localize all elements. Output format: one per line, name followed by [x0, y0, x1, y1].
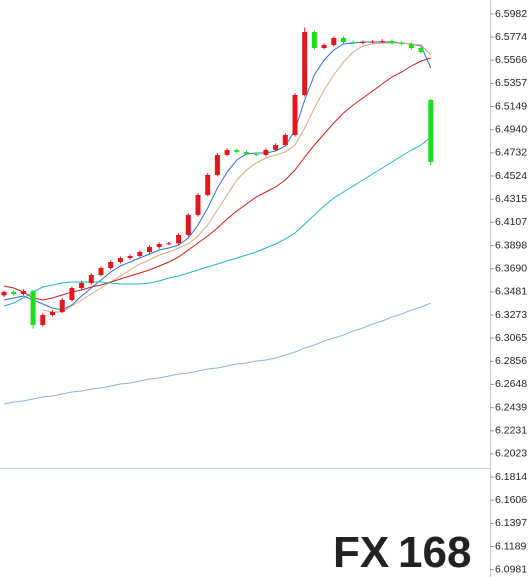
candle-body [253, 154, 259, 155]
y-tick-label: 6.1606 [495, 494, 527, 506]
candle-body [147, 247, 152, 252]
watermark-prefix: FX [333, 528, 389, 577]
y-tick-label: 6.5357 [495, 77, 527, 89]
y-tick-label: 6.3690 [495, 262, 527, 274]
candle-body [185, 215, 191, 235]
candle-body [263, 150, 269, 155]
candle-body [389, 41, 395, 43]
candle-body [311, 32, 317, 48]
candle-body [156, 244, 162, 247]
y-tick-label: 6.3481 [495, 286, 527, 298]
candle-body [244, 152, 249, 154]
y-tick-label: 6.2231 [495, 425, 527, 437]
candle-body [50, 312, 55, 315]
candle-body [360, 42, 366, 43]
candle-body [40, 315, 46, 325]
y-tick-label: 6.2023 [495, 448, 527, 460]
y-tick-label: 6.4732 [495, 147, 527, 159]
candle-body [69, 288, 75, 300]
moving-average-line [42, 42, 432, 313]
y-tick-label: 6.0981 [495, 563, 527, 575]
candle-body [59, 300, 65, 312]
candle-body [79, 283, 85, 288]
y-tick-label: 6.4107 [495, 216, 527, 228]
candle-body [282, 135, 288, 145]
candle-body [302, 32, 308, 95]
candle-body [205, 175, 211, 195]
y-tick-label: 6.2856 [495, 355, 527, 367]
candle-body [399, 43, 405, 44]
candle-body [418, 48, 424, 52]
candle-body [214, 155, 220, 175]
candle-body [379, 41, 385, 42]
candle-body [176, 235, 182, 244]
candle-body [98, 268, 104, 275]
candle-body [137, 252, 143, 256]
y-tick-label: 6.1397 [495, 517, 527, 529]
candle-body [195, 195, 201, 215]
y-tick-label: 6.5566 [495, 54, 527, 66]
y-tick-label: 6.2648 [495, 378, 527, 390]
candle-body [350, 42, 356, 43]
candle-body [108, 262, 114, 268]
y-tick-label: 6.5982 [495, 8, 527, 20]
candle-body [224, 150, 230, 155]
candle-body [117, 258, 123, 262]
y-tick-label: 6.3065 [495, 332, 527, 344]
candle-body [1, 292, 7, 296]
candle-body [370, 41, 376, 43]
candle-body [30, 291, 36, 325]
y-tick-label: 6.5774 [495, 31, 527, 43]
moving-average-line [3, 302, 431, 405]
candle-body [88, 275, 94, 283]
y-tick-label: 6.2439 [495, 401, 527, 413]
candle-body [273, 145, 279, 150]
candle-body [166, 243, 172, 245]
candle-body [292, 95, 298, 135]
moving-average-line [3, 41, 432, 311]
y-tick-label: 6.1814 [495, 471, 527, 483]
candle-body [428, 100, 434, 162]
candle-body [11, 292, 17, 294]
y-tick-label: 6.3898 [495, 239, 527, 251]
candle-body [341, 38, 346, 42]
candle-body [331, 38, 337, 45]
y-tick-label: 6.3273 [495, 309, 527, 321]
moving-average-line [3, 57, 431, 301]
y-tick-label: 6.4524 [495, 170, 527, 182]
y-tick-label: 6.4315 [495, 193, 527, 205]
y-tick-label: 6.5149 [495, 100, 527, 112]
candle-body [234, 150, 240, 152]
candle-body [127, 256, 133, 258]
moving-average-line [3, 136, 432, 307]
watermark-suffix: 168 [398, 528, 471, 577]
candle-body [20, 291, 26, 294]
candle-body [321, 45, 327, 48]
y-tick-label: 6.1189 [495, 540, 526, 552]
candle-body [408, 44, 414, 48]
y-tick-label: 6.4940 [495, 124, 527, 136]
